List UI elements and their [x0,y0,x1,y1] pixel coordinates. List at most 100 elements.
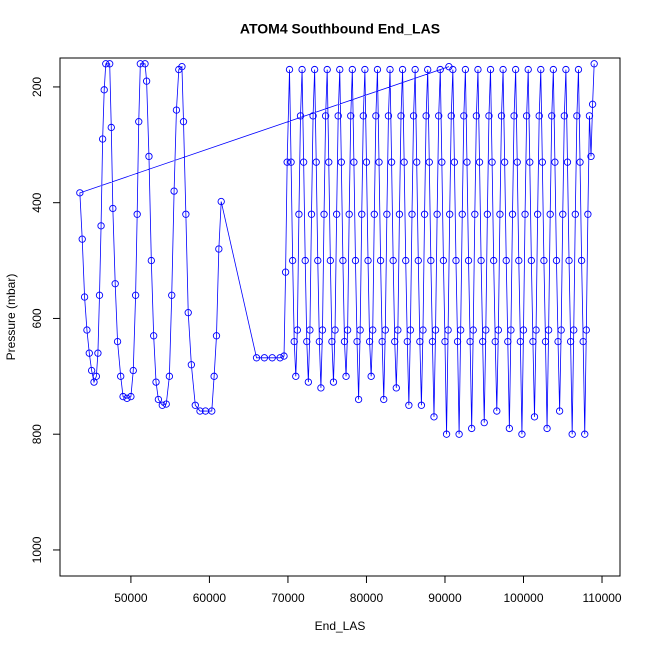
data-point [289,256,297,265]
y-axis-label: Pressure (mbar) [4,274,18,361]
data-point [540,256,548,265]
data-point [405,401,413,409]
data-point [348,65,356,74]
data-point [212,332,221,340]
data-point [298,65,306,74]
data-point [507,326,515,334]
data-point [557,326,565,334]
data-point [391,337,399,346]
data-point [310,65,319,74]
data-point [87,366,96,375]
data-point [483,210,492,218]
data-point [361,65,369,74]
data-point [315,337,323,346]
data-point [551,158,559,166]
data-point [428,337,437,346]
data-point [502,256,510,265]
data-point [321,112,330,120]
data-point [468,424,476,433]
data-point [191,401,199,409]
data-point [215,245,223,253]
y-tick-label: 600 [30,308,44,328]
data-point [532,326,540,334]
data-point [312,158,320,166]
data-point [486,65,495,74]
data-point [505,424,514,433]
data-point [546,210,554,218]
data-point [582,326,590,334]
data-point [519,326,528,334]
y-tick-label: 200 [30,77,44,97]
data-point [287,158,295,166]
x-tick-label: 60000 [193,591,227,605]
data-point [100,86,108,94]
data-point [147,256,155,265]
data-point [98,135,107,143]
data-point [331,326,339,334]
data-point [469,326,477,334]
data-point [168,291,176,299]
data-point [471,210,479,218]
data-point [326,256,334,265]
data-point [438,158,446,166]
data-point [358,210,366,218]
data-point [343,326,352,334]
data-point [493,407,501,415]
data-point [340,337,349,346]
data-point [370,210,378,218]
data-point [452,256,460,265]
data-point [436,65,444,74]
data-point [389,256,397,265]
data-point [329,378,338,386]
data-point [260,354,269,362]
data-point [351,256,360,265]
data-point [433,210,441,218]
data-point [419,326,427,334]
data-point [362,158,371,166]
data-point [123,394,131,402]
data-point [581,430,589,438]
data-point [307,210,316,218]
data-point [182,210,190,218]
data-point [474,65,482,74]
x-tick-label: 100000 [503,591,543,605]
data-point [217,197,225,206]
data-point [301,256,309,265]
data-point [559,210,567,218]
data-point [397,112,405,120]
data-point [496,210,504,218]
data-point [165,372,174,380]
data-point [535,112,543,120]
data-point [477,256,485,265]
chart-title: ATOM4 Southbound End_LAS [240,21,440,37]
data-point [337,158,345,166]
data-point [584,210,592,218]
data-point [570,326,578,334]
data-point [345,210,353,218]
data-point [485,112,493,120]
data-point [406,326,415,334]
data-point [375,158,383,166]
data-point [394,326,402,334]
data-point [521,210,529,218]
data-point [85,349,93,357]
data-point [304,378,313,386]
data-point [187,361,196,369]
data-point [526,158,534,166]
data-point [373,65,382,74]
data-point [95,291,104,299]
data-point [178,63,186,71]
data-point [78,235,86,243]
data-point [372,112,380,120]
data-point [367,372,375,380]
data-point [150,332,158,340]
data-point [430,413,438,421]
data-point [554,337,562,346]
data-point [515,256,523,265]
data-point [280,352,288,360]
data-point [563,158,572,166]
data-point [283,158,291,166]
data-point [441,337,449,346]
data-point [339,256,347,265]
